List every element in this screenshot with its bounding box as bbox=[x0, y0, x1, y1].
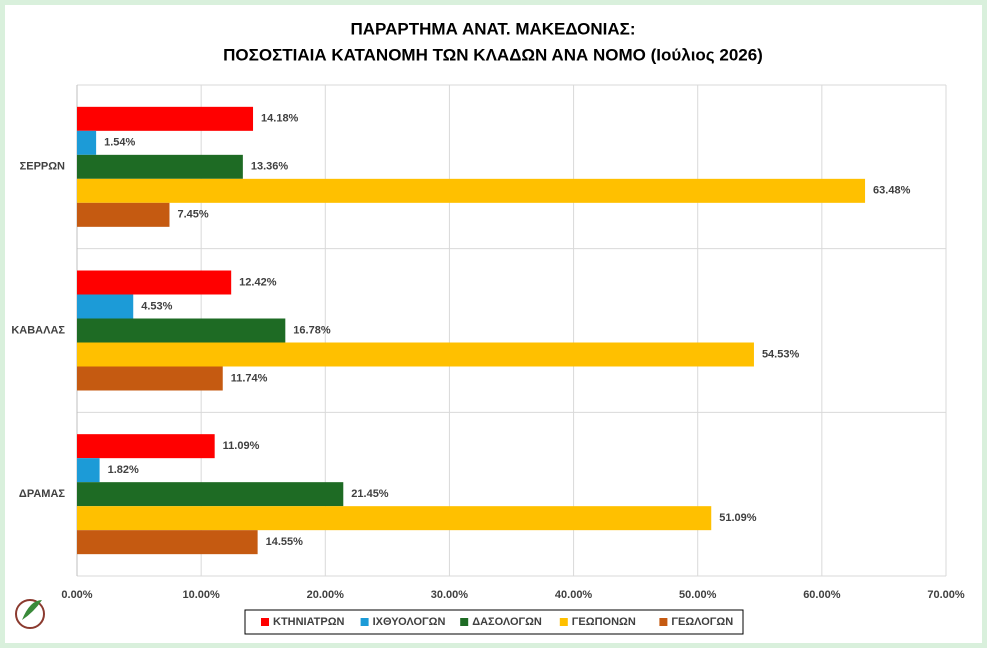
bar bbox=[77, 458, 100, 483]
x-tick-label: 40.00% bbox=[555, 589, 593, 601]
legend-swatch bbox=[559, 618, 568, 626]
data-label: 16.78% bbox=[293, 324, 331, 336]
legend-swatch bbox=[261, 618, 269, 626]
bar bbox=[77, 130, 97, 155]
y-tick-label: ΔΡΑΜΑΣ bbox=[19, 488, 65, 500]
y-tick-label: ΣΕΡΡΩΝ bbox=[20, 161, 65, 173]
bar bbox=[77, 342, 754, 367]
x-tick-label: 70.00% bbox=[927, 589, 965, 601]
bar bbox=[77, 482, 344, 507]
data-label: 12.42% bbox=[239, 276, 277, 288]
data-label: 7.45% bbox=[177, 209, 208, 221]
chart-title: ΠΑΡΑΡΤΗΜΑ ΑΝΑΤ. ΜΑΚΕΔΟΝΙΑΣ: bbox=[351, 19, 636, 38]
data-label: 14.55% bbox=[266, 536, 304, 548]
data-label: 51.09% bbox=[719, 512, 757, 524]
x-tick-label: 30.00% bbox=[431, 589, 469, 601]
data-label: 11.09% bbox=[223, 440, 260, 452]
legend-label: ΓΕΩΛΟΓΩΝ bbox=[671, 616, 733, 628]
data-label: 54.53% bbox=[762, 348, 800, 360]
data-label: 1.54% bbox=[104, 137, 135, 149]
data-label: 1.82% bbox=[108, 464, 139, 476]
legend-swatch bbox=[360, 618, 369, 626]
data-label: 21.45% bbox=[351, 488, 389, 500]
bar bbox=[77, 530, 258, 555]
x-tick-label: 20.00% bbox=[307, 589, 345, 601]
bar bbox=[77, 178, 866, 203]
legend-label: ΙΧΘΥΟΛΟΓΩΝ bbox=[373, 616, 446, 628]
legend-label: ΔΑΣΟΛΟΓΩΝ bbox=[472, 616, 542, 628]
bar bbox=[77, 434, 215, 459]
bar bbox=[77, 294, 134, 319]
data-label: 11.74% bbox=[231, 372, 268, 384]
logo bbox=[15, 599, 45, 629]
x-tick-label: 50.00% bbox=[679, 589, 717, 601]
bar bbox=[77, 154, 243, 179]
data-label: 4.53% bbox=[141, 300, 172, 312]
legend-label: ΚΤΗΝΙΑΤΡΩΝ bbox=[273, 616, 345, 628]
bar bbox=[77, 202, 170, 227]
legend-label: ΓΕΩΠΟΝΩΝ bbox=[572, 616, 636, 628]
data-label: 63.48% bbox=[873, 185, 911, 197]
legend-swatch bbox=[460, 618, 469, 626]
x-tick-label: 0.00% bbox=[61, 589, 92, 601]
bar bbox=[77, 318, 286, 343]
legend-swatch bbox=[659, 618, 668, 626]
chart-title: ΠΟΣΟΣΤΙΑΙΑ ΚΑΤΑΝΟΜΗ ΤΩΝ ΚΛΑΔΩΝ ΑΝΑ ΝΟΜΟ … bbox=[223, 45, 763, 64]
bar bbox=[77, 366, 223, 391]
data-label: 13.36% bbox=[251, 161, 289, 173]
data-label: 14.18% bbox=[261, 113, 299, 125]
x-tick-label: 10.00% bbox=[182, 589, 220, 601]
x-tick-label: 60.00% bbox=[803, 589, 841, 601]
bar bbox=[77, 506, 712, 531]
y-tick-label: ΚΑΒΑΛΑΣ bbox=[11, 324, 65, 336]
bar bbox=[77, 270, 232, 295]
bar bbox=[77, 106, 254, 131]
